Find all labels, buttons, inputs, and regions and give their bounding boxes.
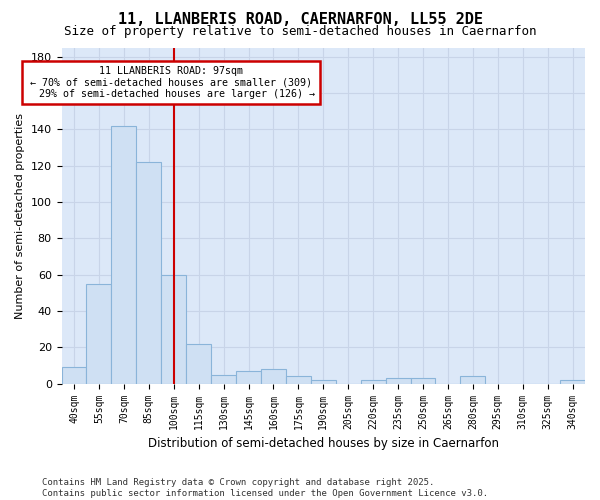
Text: Contains HM Land Registry data © Crown copyright and database right 2025.
Contai: Contains HM Land Registry data © Crown c… <box>42 478 488 498</box>
Bar <box>211 374 236 384</box>
Bar <box>386 378 410 384</box>
Bar <box>410 378 436 384</box>
Bar <box>161 274 186 384</box>
Bar <box>86 284 112 384</box>
Bar <box>361 380 386 384</box>
Bar <box>261 369 286 384</box>
Bar <box>186 344 211 384</box>
X-axis label: Distribution of semi-detached houses by size in Caernarfon: Distribution of semi-detached houses by … <box>148 437 499 450</box>
Text: Size of property relative to semi-detached houses in Caernarfon: Size of property relative to semi-detach… <box>64 25 536 38</box>
Bar <box>560 380 585 384</box>
Y-axis label: Number of semi-detached properties: Number of semi-detached properties <box>15 112 25 318</box>
Bar <box>236 371 261 384</box>
Bar <box>136 162 161 384</box>
Bar <box>311 380 336 384</box>
Bar <box>286 376 311 384</box>
Text: 11 LLANBERIS ROAD: 97sqm
← 70% of semi-detached houses are smaller (309)
  29% o: 11 LLANBERIS ROAD: 97sqm ← 70% of semi-d… <box>27 66 315 99</box>
Text: 11, LLANBERIS ROAD, CAERNARFON, LL55 2DE: 11, LLANBERIS ROAD, CAERNARFON, LL55 2DE <box>118 12 482 28</box>
Bar <box>112 126 136 384</box>
Bar <box>460 376 485 384</box>
Bar <box>62 368 86 384</box>
